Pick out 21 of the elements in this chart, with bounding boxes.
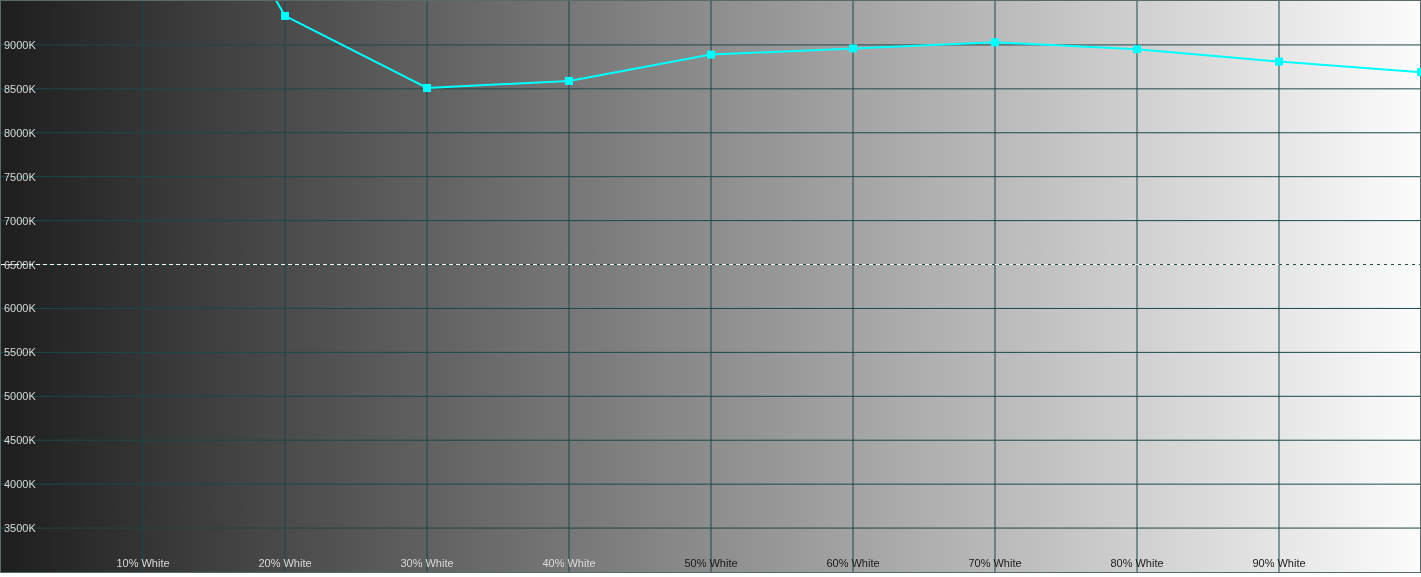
x-tick-label: 70% White [968, 557, 1022, 569]
x-tick-label: 30% White [400, 557, 454, 569]
x-tick-label: 40% White [542, 557, 596, 569]
y-tick-label: 6000K [4, 302, 37, 315]
y-tick-label: 8500K [4, 82, 37, 95]
y-tick-label: 9000K [4, 38, 37, 51]
y-tick-label: 4000K [4, 478, 37, 491]
y-tick-label: 7000K [4, 214, 37, 227]
x-tick-label: 50% White [684, 557, 738, 569]
y-tick-label: 3500K [4, 522, 37, 535]
x-tick-label: 20% White [258, 557, 312, 569]
y-tick-label: 5500K [4, 346, 37, 359]
y-tick-label: 8000K [4, 126, 37, 139]
x-tick-label: 60% White [826, 557, 880, 569]
x-tick-label: 80% White [1110, 557, 1164, 569]
x-tick-label: 10% White [116, 557, 170, 569]
y-tick-label: 7500K [4, 170, 37, 183]
y-tick-label: 5000K [4, 390, 37, 403]
y-tick-label: 4500K [4, 434, 37, 447]
y-tick-label: 6500K [4, 258, 37, 271]
x-tick-label: 90% White [1252, 557, 1306, 569]
